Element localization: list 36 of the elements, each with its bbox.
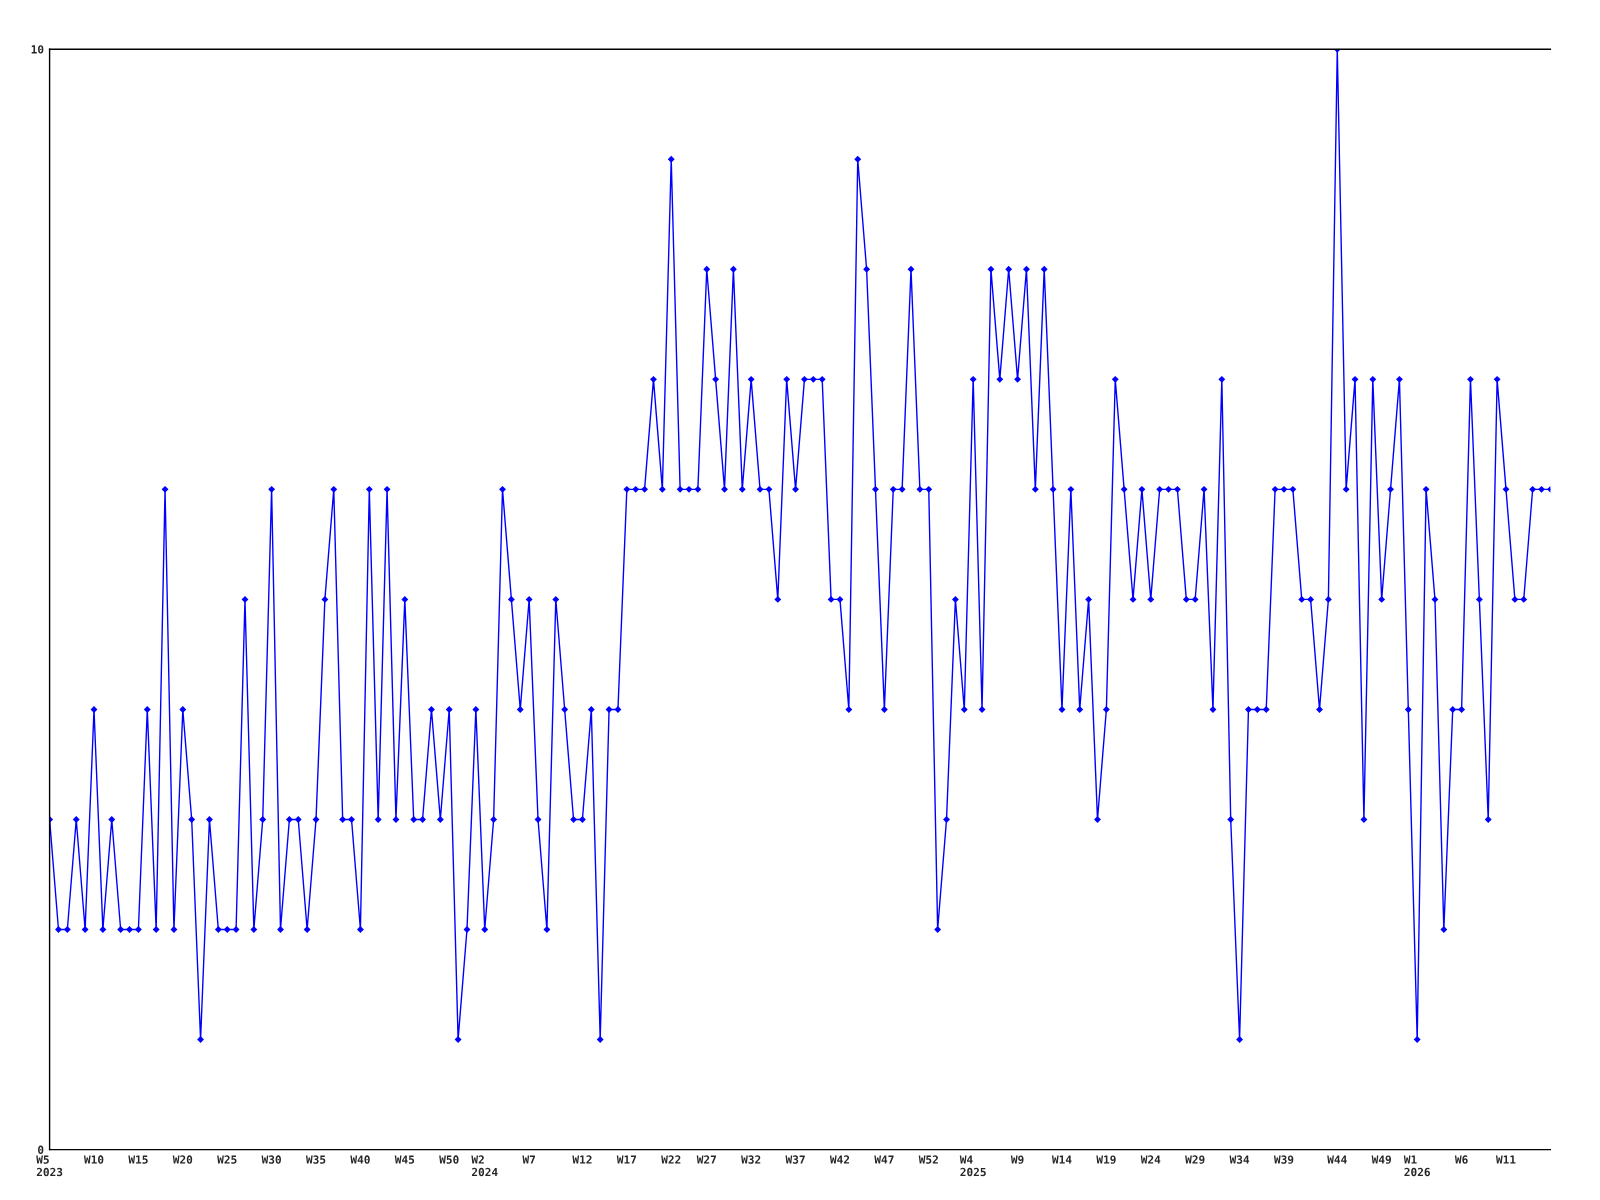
x-tick-label: W44	[1327, 1155, 1347, 1164]
x-tick-label: W30	[261, 1155, 281, 1164]
y-tick-label: 0	[38, 1145, 44, 1154]
x-tick-label: W7	[522, 1155, 535, 1164]
x-tick-label: W45	[394, 1155, 415, 1164]
x-tick-label: W29	[1185, 1155, 1205, 1164]
x-tick-label: W25	[217, 1155, 237, 1164]
x-tick-label: W37	[785, 1155, 805, 1164]
x-tick-label: W19	[1096, 1155, 1116, 1164]
x-tick-label: W11	[1495, 1155, 1516, 1164]
y-tick-label: 10	[31, 45, 44, 54]
x-tick-label: W17	[616, 1155, 637, 1164]
x-tick-label: W35	[305, 1155, 326, 1164]
x-tick-label: W32	[741, 1155, 761, 1164]
x-tick-label: W27	[696, 1155, 716, 1164]
x-tick-label: W42	[829, 1155, 850, 1164]
x-tick-label: W47	[874, 1155, 894, 1164]
x-tick-label: W20	[172, 1155, 193, 1164]
x-tick-label: W2 2024	[471, 1155, 498, 1177]
x-tick-label: W22	[661, 1155, 681, 1164]
x-tick-label: W4 2025	[959, 1155, 986, 1177]
x-tick-label: W1 2026	[1403, 1155, 1430, 1177]
x-tick-label: W9	[1010, 1155, 1024, 1164]
x-tick-label: W24	[1140, 1155, 1161, 1164]
x-tick-label: W6	[1454, 1155, 1468, 1164]
x-tick-label: W39	[1273, 1155, 1294, 1164]
x-tick-label: W52	[918, 1155, 938, 1164]
x-tick-label: W34	[1229, 1155, 1250, 1164]
x-tick-label: W49	[1371, 1155, 1391, 1164]
x-tick-label: W15	[128, 1155, 148, 1164]
x-tick-label: W40	[350, 1155, 370, 1164]
x-tick-label: W10	[83, 1155, 104, 1164]
x-tick-label: W50	[439, 1155, 459, 1164]
x-tick-label: W5 2023	[36, 1155, 63, 1177]
x-tick-label: W12	[572, 1155, 592, 1164]
x-tick-label: W14	[1051, 1155, 1072, 1164]
